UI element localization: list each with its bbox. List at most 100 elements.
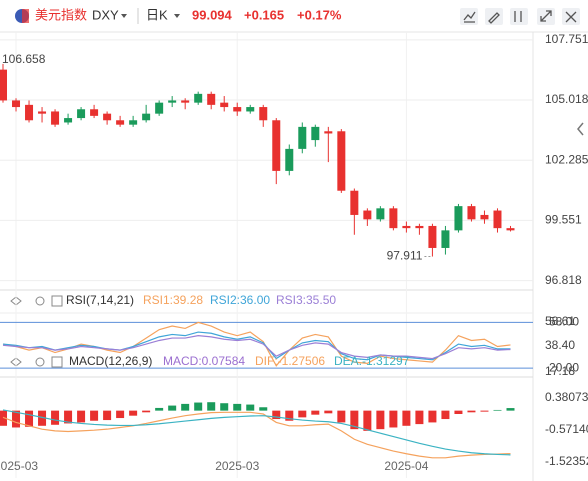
period[interactable]: 日K bbox=[146, 7, 168, 22]
candle-body bbox=[376, 208, 385, 220]
price-change: +0.165 bbox=[244, 7, 284, 22]
candle-body bbox=[77, 109, 86, 119]
macd-bar bbox=[12, 410, 21, 428]
eye-icon[interactable] bbox=[10, 357, 22, 367]
tool-icon-close[interactable] bbox=[565, 11, 577, 23]
candle-body bbox=[233, 107, 242, 112]
macd-bar bbox=[376, 410, 385, 430]
tool-button[interactable] bbox=[510, 8, 528, 25]
candle-body bbox=[116, 120, 125, 125]
candle-body bbox=[311, 126, 320, 141]
symbol-name[interactable]: 美元指数 bbox=[35, 7, 87, 22]
tool-icon-candles[interactable] bbox=[514, 11, 522, 22]
macd-bar bbox=[77, 410, 86, 423]
eye-icon[interactable] bbox=[10, 296, 22, 306]
macd-bar bbox=[64, 410, 73, 424]
header: 美元指数 DXY 日K 99.094 +0.165 +0.17% bbox=[0, 7, 588, 33]
macd-bar bbox=[220, 403, 229, 411]
collapse-arrow[interactable] bbox=[577, 122, 584, 136]
macd-bar bbox=[324, 410, 333, 414]
candle-body bbox=[337, 131, 346, 191]
level-label: 20.00 bbox=[549, 360, 579, 374]
x-tick-label: 2025-04 bbox=[384, 459, 428, 473]
macd-bar bbox=[38, 410, 47, 426]
candle-body bbox=[194, 93, 203, 103]
macd-bar bbox=[350, 410, 359, 430]
candle-body bbox=[12, 100, 21, 108]
tool-icon-line[interactable] bbox=[463, 11, 476, 23]
candle-body bbox=[441, 230, 450, 248]
level-label: 58.00 bbox=[549, 315, 579, 329]
candle-body bbox=[298, 126, 307, 149]
macd-bar bbox=[207, 402, 216, 411]
y-tick-label: -0.57140 bbox=[545, 422, 588, 436]
dropdown-arrow[interactable] bbox=[174, 14, 180, 18]
candle-body bbox=[402, 225, 411, 229]
macd-bar bbox=[155, 407, 164, 411]
macd-bar bbox=[480, 410, 489, 412]
macd-bar bbox=[233, 403, 242, 411]
symbol-code[interactable]: DXY bbox=[92, 7, 119, 22]
macd-bar bbox=[415, 410, 424, 425]
candle-body bbox=[103, 113, 112, 121]
macd-bar bbox=[51, 410, 60, 425]
macd-bar bbox=[25, 410, 34, 427]
macd-bar bbox=[506, 408, 515, 411]
y-tick-label: 17.18 bbox=[545, 364, 575, 378]
macd-bar bbox=[181, 403, 190, 411]
legend-entry: RSI3:35.50 bbox=[276, 293, 336, 307]
candle-body bbox=[493, 210, 502, 229]
macd-bar bbox=[467, 410, 476, 413]
candle-body bbox=[181, 100, 190, 103]
macd-bar bbox=[298, 410, 307, 418]
y-tick-label: 99.551 bbox=[545, 213, 582, 227]
dropdown-arrow[interactable] bbox=[121, 14, 127, 18]
macd-bar bbox=[259, 407, 268, 411]
legend-entry: DIF:-1.27506 bbox=[255, 354, 325, 368]
candle-body bbox=[428, 225, 437, 248]
min-price-label: 97.911 bbox=[387, 249, 423, 263]
flag-stripe bbox=[22, 9, 29, 23]
macd-bar bbox=[493, 409, 502, 411]
tool-icon-pen[interactable] bbox=[488, 12, 500, 24]
macd-bar bbox=[194, 402, 203, 411]
candle-body bbox=[506, 228, 515, 231]
macd-bar bbox=[272, 410, 281, 420]
toolbar bbox=[460, 8, 580, 25]
macd-bar bbox=[90, 410, 99, 421]
y-tick-label: 107.751 bbox=[545, 32, 588, 46]
macd-bar bbox=[337, 410, 346, 423]
tool-icon-expand[interactable] bbox=[540, 10, 552, 22]
candle-body bbox=[246, 107, 255, 112]
macd-bar bbox=[311, 410, 320, 415]
candle-body bbox=[142, 113, 151, 121]
candle-body bbox=[0, 69, 8, 101]
candle-body bbox=[168, 100, 177, 103]
y-tick-label: 0.38073 bbox=[545, 390, 588, 404]
candle-body bbox=[324, 131, 333, 134]
checkbox[interactable] bbox=[51, 356, 63, 368]
candle-body bbox=[38, 111, 47, 114]
price-change-pct: +0.17% bbox=[297, 7, 342, 22]
indicator-title: MACD(12,26,9) bbox=[69, 354, 152, 368]
candle-body bbox=[350, 190, 359, 215]
legend-entry: RSI1:39.28 bbox=[143, 293, 203, 307]
candle-body bbox=[389, 208, 398, 229]
macd-bar bbox=[142, 410, 151, 413]
candle-body bbox=[363, 210, 372, 220]
indicator-line bbox=[2, 409, 511, 456]
checkbox[interactable] bbox=[51, 295, 63, 307]
settings-icon[interactable] bbox=[35, 357, 45, 367]
candle-body bbox=[64, 118, 73, 123]
x-tick-label: 2025-03 bbox=[0, 459, 38, 473]
macd-bar bbox=[285, 410, 294, 421]
macd-bar bbox=[246, 404, 255, 411]
indicator-line bbox=[2, 411, 511, 459]
macd-bar bbox=[363, 410, 372, 431]
y-tick-label: 96.818 bbox=[545, 273, 582, 287]
candle-body bbox=[285, 148, 294, 171]
settings-icon[interactable] bbox=[35, 296, 45, 306]
panel-icons bbox=[10, 295, 63, 368]
